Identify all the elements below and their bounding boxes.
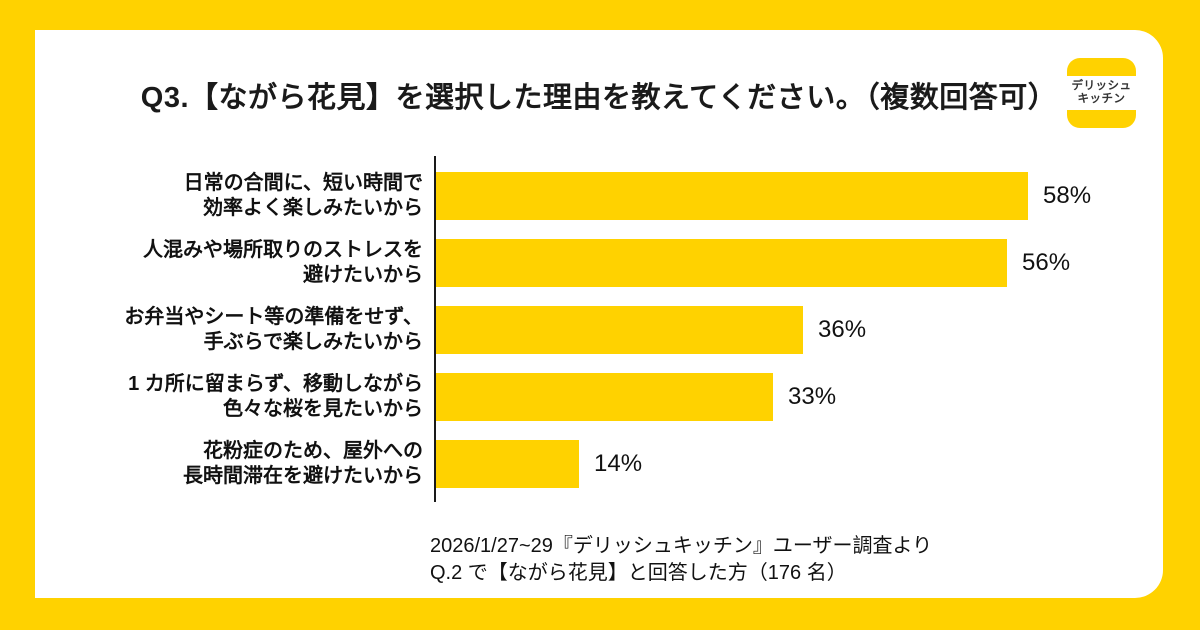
category-label: 日常の合間に、短い時間で 効率よく楽しみたいから [183,172,423,219]
y-axis-line [434,156,436,502]
horizontal-bar-chart: 日常の合間に、短い時間で 効率よく楽しみたいから 58% 人混みや場所取りのストレスを… [35,156,1163,507]
bar [436,172,1028,220]
chart-row: 人混みや場所取りのストレスを 避けたいから 56% [35,239,1070,287]
logo-wordmark: デリッシュ キッチン [1067,76,1136,110]
logo-top-band [1067,58,1136,76]
source-line1: 2026/1/27~29『デリッシュキッチン』ユーザー調査より [430,535,933,557]
category-label: 1 カ所に留まらず、移動しながら 色々な桜を見たいから [128,373,423,420]
chart-row: 1 カ所に留まらず、移動しながら 色々な桜を見たいから 33% [35,373,836,421]
value-label: 33% [788,383,837,410]
chart-title: Q3.【ながら花見】を選択した理由を教えてください。（複数回答可） [140,82,1058,114]
logo-bottom-band [1067,110,1136,128]
category-label: 人混みや場所取りのストレスを 避けたいから [143,239,423,286]
value-label: 56% [1022,249,1071,276]
bar [436,440,579,488]
value-label: 14% [594,450,643,477]
content-card: Q3.【ながら花見】を選択した理由を教えてください。（複数回答可） デリッシュ … [35,30,1163,598]
bar [436,306,803,354]
chart-row: 日常の合間に、短い時間で 効率よく楽しみたいから 58% [35,172,1091,220]
bar [436,239,1007,287]
chart-row: 花粉症のため、屋外への 長時間滞在を避けたいから 14% [35,440,642,488]
logo-line2: キッチン [1077,93,1126,105]
value-label: 58% [1043,182,1092,209]
logo-line1: デリッシュ [1071,80,1132,92]
source-note: 2026/1/27~29『デリッシュキッチン』ユーザー調査より Q.2 で【なが… [430,533,932,587]
chart-row: お弁当やシート等の準備をせず、 手ぶらで楽しみたいから 36% [35,306,866,354]
source-line2: Q.2 で【ながら花見】と回答した方（176 名） [430,562,847,584]
delish-kitchen-logo: デリッシュ キッチン [1067,58,1136,128]
value-label: 36% [818,316,867,343]
category-label: お弁当やシート等の準備をせず、 手ぶらで楽しみたいから [124,306,423,353]
category-label: 花粉症のため、屋外への 長時間滞在を避けたいから [183,440,423,487]
bar [436,373,773,421]
